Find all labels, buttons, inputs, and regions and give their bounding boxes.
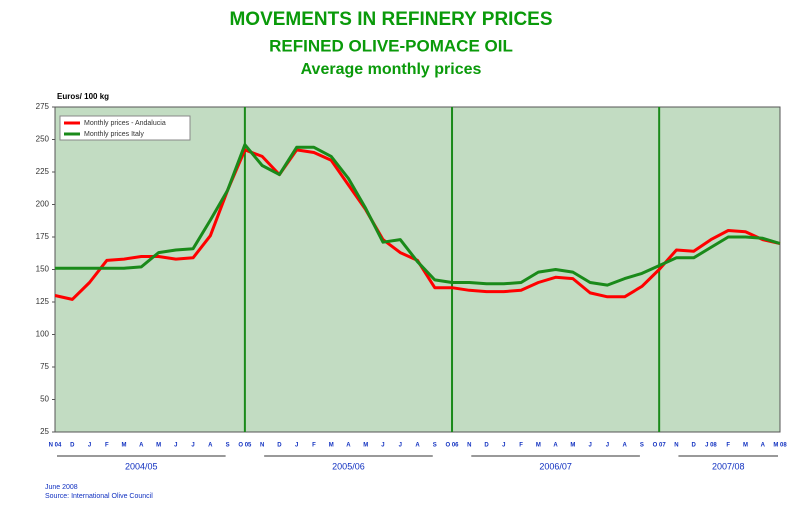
legend-box xyxy=(59,115,191,141)
x-tick-label: F xyxy=(519,443,523,449)
x-tick-label: J xyxy=(606,443,609,449)
x-tick-label: J xyxy=(399,443,402,449)
x-tick-label: J xyxy=(381,443,384,449)
plot-area xyxy=(54,106,781,433)
y-tick-label: 75 xyxy=(40,362,49,371)
x-tick-label: M 08 xyxy=(773,443,787,449)
x-tick-label: N 04 xyxy=(49,443,62,449)
x-tick-label: A xyxy=(761,443,766,449)
footer-note: June 2008 xyxy=(45,484,78,491)
x-tick-label: N xyxy=(467,443,471,449)
x-tick-label: O 05 xyxy=(238,443,252,449)
x-tick-label: M xyxy=(156,443,161,449)
x-tick-label: J xyxy=(88,443,91,449)
legend-label: Monthly prices Italy xyxy=(84,131,144,138)
x-tick-label: D xyxy=(277,443,282,449)
crop-year-label: 2006/07 xyxy=(539,461,572,471)
x-tick-label: J 08 xyxy=(705,443,717,449)
x-tick-label: F xyxy=(726,443,730,449)
y-tick-label: 150 xyxy=(36,265,50,274)
y-tick-label: 250 xyxy=(36,135,50,144)
y-tick-label: 225 xyxy=(36,167,50,176)
x-tick-label: M xyxy=(329,443,334,449)
chart-subtitle: REFINED OLIVE-POMACE OIL xyxy=(269,36,513,55)
y-tick-label: 200 xyxy=(36,200,50,209)
x-tick-label: A xyxy=(622,443,627,449)
y-tick-label: 25 xyxy=(40,427,49,436)
x-tick-label: A xyxy=(553,443,558,449)
x-tick-label: A xyxy=(139,443,144,449)
crop-year-label: 2005/06 xyxy=(332,461,365,471)
y-tick-label: 175 xyxy=(36,232,50,241)
x-tick-label: F xyxy=(105,443,109,449)
x-tick-label: D xyxy=(484,443,489,449)
x-tick-label: A xyxy=(208,443,213,449)
y-tick-label: 100 xyxy=(36,330,50,339)
x-tick-label: N xyxy=(260,443,264,449)
chart-subtitle2: Average monthly prices xyxy=(301,61,482,78)
x-tick-label: F xyxy=(312,443,316,449)
chart-title: MOVEMENTS IN REFINERY PRICES xyxy=(229,9,552,30)
y-axis-label: Euros/ 100 kg xyxy=(57,92,109,101)
x-tick-label: M xyxy=(536,443,541,449)
y-tick-label: 275 xyxy=(36,102,50,111)
x-tick-label: D xyxy=(70,443,75,449)
footer-note: Source: International Olive Council xyxy=(45,493,153,500)
x-tick-label: N xyxy=(674,443,678,449)
crop-year-label: 2007/08 xyxy=(712,461,745,471)
x-tick-label: M xyxy=(570,443,575,449)
x-tick-label: A xyxy=(415,443,420,449)
x-tick-label: M xyxy=(122,443,127,449)
x-tick-label: M xyxy=(743,443,748,449)
legend-label: Monthly prices - Andalucia xyxy=(84,120,166,127)
x-tick-label: J xyxy=(502,443,505,449)
x-tick-label: J xyxy=(191,443,194,449)
y-tick-label: 50 xyxy=(40,395,49,404)
x-tick-label: O 06 xyxy=(446,443,460,449)
series-line xyxy=(55,143,781,287)
x-tick-label: S xyxy=(226,443,230,449)
x-tick-label: J xyxy=(588,443,591,449)
x-tick-label: O 07 xyxy=(653,443,667,449)
x-tick-label: D xyxy=(692,443,697,449)
y-tick-label: 125 xyxy=(36,297,50,306)
crop-year-label: 2004/05 xyxy=(125,461,158,471)
x-tick-label: S xyxy=(640,443,644,449)
x-tick-label: M xyxy=(363,443,368,449)
x-tick-label: S xyxy=(433,443,437,449)
x-tick-label: A xyxy=(346,443,351,449)
x-tick-label: J xyxy=(295,443,298,449)
x-tick-label: J xyxy=(174,443,177,449)
